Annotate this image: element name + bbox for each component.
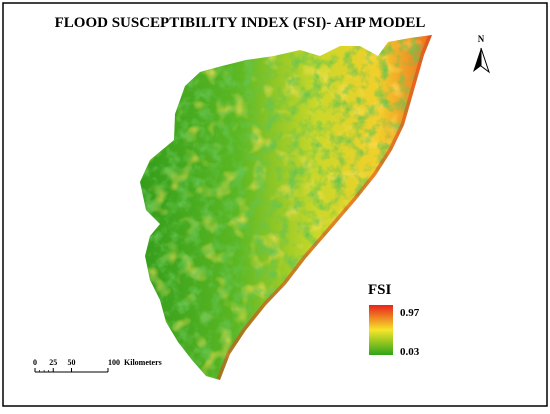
north-label: N [478, 34, 485, 44]
legend-max-label: 0.97 [400, 307, 420, 319]
scale-label: 25 [49, 358, 57, 367]
scale-bar: 0 25 50 100 Kilometers [33, 358, 162, 373]
scale-label: 0 [33, 358, 37, 367]
legend-ramp [369, 305, 393, 355]
legend: FSI 0.97 0.03 [368, 282, 420, 358]
scale-label: 100 [108, 358, 120, 367]
legend-min-label: 0.03 [400, 346, 420, 358]
scale-unit: Kilometers [124, 358, 162, 367]
map-title: FLOOD SUSCEPTIBILITY INDEX (FSI)- AHP MO… [55, 15, 426, 31]
legend-title: FSI [368, 282, 392, 298]
north-arrow: N [473, 34, 490, 74]
scale-label: 50 [68, 358, 76, 367]
